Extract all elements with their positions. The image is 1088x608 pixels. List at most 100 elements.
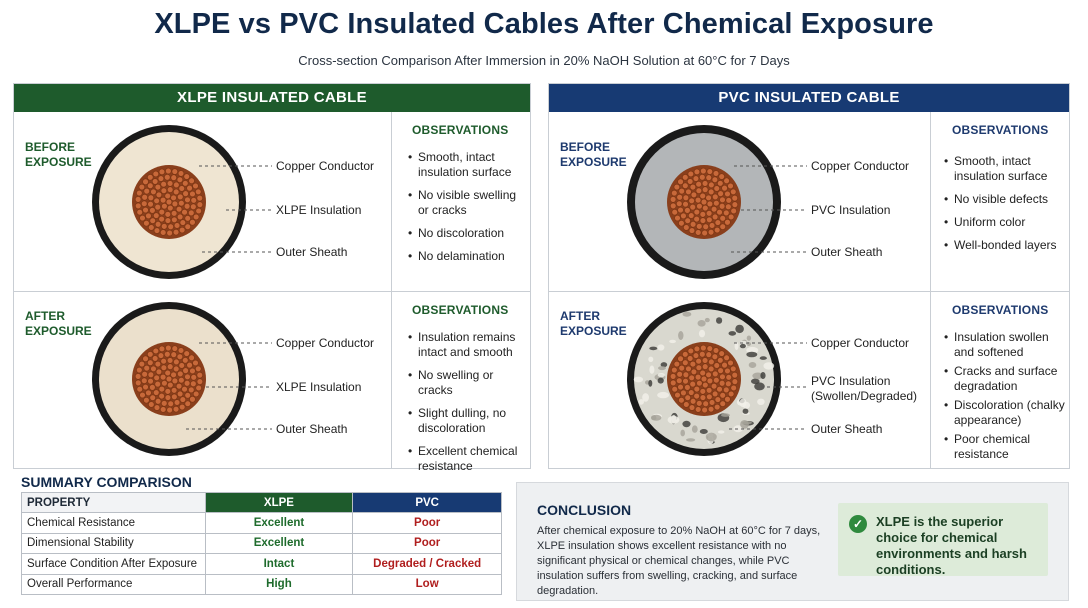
copper-strand bbox=[136, 366, 143, 374]
degradation-spot bbox=[757, 398, 765, 405]
copper-strand bbox=[184, 392, 191, 399]
check-circle-icon: ✓ bbox=[849, 515, 867, 533]
copper-strand bbox=[150, 365, 157, 372]
copper-strand bbox=[181, 386, 188, 393]
copper-strand bbox=[164, 192, 171, 200]
property-cell: Dimensional Stability bbox=[21, 532, 206, 555]
copper-strand bbox=[178, 376, 185, 384]
copper-strand bbox=[702, 204, 709, 212]
degradation-spot bbox=[651, 415, 657, 421]
copper-strand bbox=[183, 203, 191, 210]
copper-strand bbox=[686, 178, 694, 185]
copper-strand bbox=[671, 208, 678, 216]
degradation-spot bbox=[657, 373, 665, 378]
degradation-spot bbox=[716, 317, 723, 324]
degradation-spot bbox=[754, 382, 765, 391]
degradation-spot bbox=[699, 429, 708, 434]
copper-strand bbox=[718, 203, 726, 210]
copper-strand bbox=[147, 174, 154, 181]
copper-strand bbox=[155, 368, 163, 375]
degradation-spot bbox=[667, 416, 680, 424]
copper-strand bbox=[693, 345, 701, 353]
copper-strand bbox=[190, 203, 197, 210]
copper-strand bbox=[701, 186, 709, 193]
copper-strand bbox=[153, 374, 160, 382]
copper-strand bbox=[731, 378, 739, 385]
copper-strand bbox=[721, 361, 728, 369]
copper-strand bbox=[167, 400, 174, 407]
copper-strand bbox=[677, 383, 684, 391]
degradation-spot bbox=[763, 362, 775, 370]
copper-strand bbox=[160, 187, 168, 194]
copper-strand bbox=[179, 226, 186, 234]
copper-strand bbox=[699, 211, 707, 218]
copper-strand bbox=[708, 188, 715, 196]
xlpe-observations-column: OBSERVATIONS Smooth, intact insulation s… bbox=[391, 112, 530, 473]
copper-strand bbox=[170, 174, 177, 181]
copper-strand bbox=[154, 398, 162, 405]
copper-strand bbox=[170, 351, 177, 358]
copper-strand bbox=[724, 367, 731, 375]
copper-strand bbox=[164, 369, 171, 377]
copper-strand bbox=[189, 219, 196, 226]
callout-copper-conductor: Copper Conductor bbox=[276, 336, 375, 350]
copper-strand bbox=[705, 174, 712, 181]
observation-item: Insulation remains intact and smooth bbox=[408, 330, 530, 360]
copper-strand bbox=[678, 220, 685, 227]
copper-strand bbox=[708, 181, 715, 189]
callout-xlpe-insulation: XLPE Insulation bbox=[276, 203, 362, 217]
copper-strand bbox=[184, 373, 191, 381]
copper-strand bbox=[719, 215, 726, 222]
pvc-before-stage-label: BEFORE EXPOSURE bbox=[560, 140, 627, 169]
copper-strand bbox=[142, 178, 149, 185]
copper-strand bbox=[713, 185, 720, 192]
copper-strand bbox=[164, 388, 172, 395]
copper-strand bbox=[701, 229, 708, 237]
copper-strand bbox=[167, 223, 174, 230]
copper-strand bbox=[184, 215, 191, 222]
copper-strand bbox=[674, 391, 681, 399]
copper-strand bbox=[160, 180, 167, 188]
copper-strand bbox=[688, 212, 695, 219]
xlpe-value-cell: Excellent bbox=[204, 512, 354, 534]
copper-strand bbox=[685, 188, 692, 195]
pvc-after-stage-label: AFTER EXPOSURE bbox=[560, 309, 627, 338]
copper-strand bbox=[192, 182, 199, 190]
pvc-after-observations: Insulation swollen and softened Cracks a… bbox=[944, 330, 1069, 470]
observation-item: Smooth, intact insulation surface bbox=[408, 150, 530, 180]
divider bbox=[931, 291, 1069, 292]
table-header-row: PROPERTY XLPE PVC bbox=[21, 491, 502, 514]
copper-strand bbox=[181, 209, 188, 216]
copper-strand bbox=[669, 196, 677, 203]
copper-strand bbox=[178, 362, 185, 369]
copper-strand bbox=[731, 201, 739, 208]
degradation-spot bbox=[698, 329, 706, 338]
copper-strand bbox=[723, 354, 730, 361]
copper-strand bbox=[680, 389, 687, 397]
degradation-spot bbox=[752, 372, 764, 380]
copper-strand bbox=[706, 200, 714, 208]
copper-strand bbox=[717, 367, 724, 374]
column-header-xlpe: XLPE bbox=[204, 491, 354, 514]
copper-strand bbox=[173, 181, 180, 189]
copper-strand bbox=[149, 394, 156, 401]
copper-strand bbox=[688, 404, 696, 411]
copper-conductor bbox=[667, 342, 741, 416]
degradation-spot bbox=[682, 420, 691, 428]
copper-strand bbox=[713, 362, 720, 369]
table-row: Surface Condition After Exposure Intact … bbox=[21, 553, 502, 575]
copper-strand bbox=[179, 219, 187, 226]
copper-strand bbox=[699, 388, 707, 395]
copper-strand bbox=[178, 199, 185, 207]
copper-strand bbox=[725, 197, 732, 204]
copper-strand bbox=[147, 371, 155, 378]
copper-strand bbox=[139, 214, 146, 222]
xlpe-before-observations: Smooth, intact insulation surface No vis… bbox=[408, 150, 530, 272]
copper-strand bbox=[148, 224, 155, 231]
copper-strand bbox=[172, 228, 180, 236]
copper-strand bbox=[682, 351, 689, 358]
copper-strand bbox=[189, 367, 196, 375]
copper-strand bbox=[151, 178, 159, 185]
copper-strand bbox=[189, 396, 196, 403]
copper-strand bbox=[682, 371, 690, 378]
